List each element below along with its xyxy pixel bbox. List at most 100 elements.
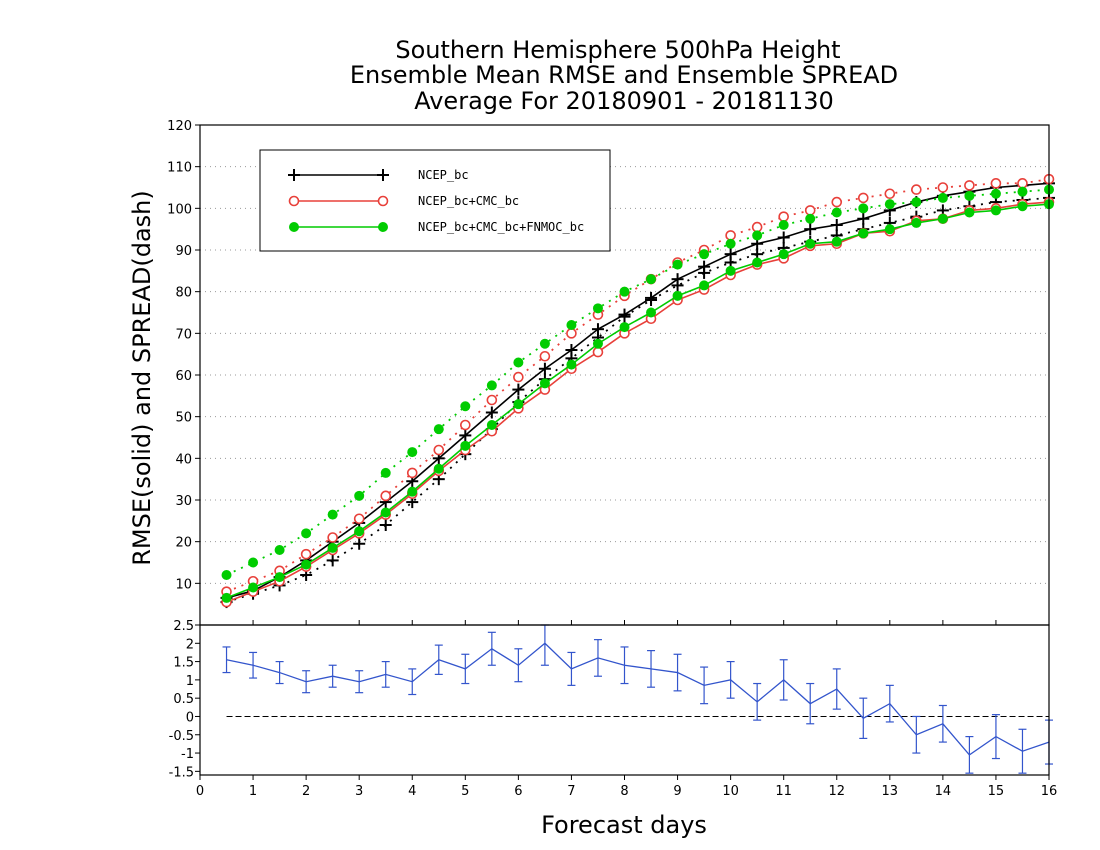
dot-marker xyxy=(699,249,710,260)
plus-marker xyxy=(288,169,300,181)
legend-label: NCEP_bc xyxy=(418,168,469,182)
error-bar xyxy=(408,668,417,696)
difference-plot-panel: -1.5-1-0.500.511.522.50 1 2 3 4 5 6 7 8 9 10 11 12 13… xyxy=(169,619,1058,799)
dot-marker xyxy=(805,238,816,249)
circle-marker xyxy=(486,394,498,406)
dot-marker xyxy=(911,197,922,208)
circle-marker xyxy=(725,230,736,241)
error-bar xyxy=(726,660,735,699)
dot-marker xyxy=(672,290,683,301)
circle-marker xyxy=(327,532,338,543)
error-bar xyxy=(991,714,1000,760)
error-bar xyxy=(328,664,337,688)
dot-marker xyxy=(539,338,550,349)
error-bar xyxy=(381,660,390,688)
error-bar xyxy=(249,651,258,679)
circle-marker xyxy=(911,184,922,195)
error-bar xyxy=(885,684,894,723)
dot-marker xyxy=(619,286,630,297)
error-bar xyxy=(832,668,841,710)
x-tick-label: 4 xyxy=(408,784,416,799)
error-bar xyxy=(1018,728,1027,774)
circle-marker xyxy=(433,444,445,456)
dot-marker xyxy=(274,572,285,583)
dot-marker xyxy=(301,528,312,539)
dot-marker xyxy=(646,307,657,318)
y-tick-label: -0.5 xyxy=(169,729,194,744)
circle-marker xyxy=(539,350,551,362)
plus-marker xyxy=(485,406,498,419)
x-tick-label: 9 xyxy=(673,784,681,799)
dot-marker xyxy=(248,582,259,593)
legend-label: NCEP_bc+CMC_bc+FNMOC_bc xyxy=(418,220,584,234)
x-tick-label: 15 xyxy=(988,784,1005,799)
x-tick-label: 2 xyxy=(302,784,310,799)
dot-marker xyxy=(380,507,391,518)
legend: NCEP_bc NCEP_bc+CMC_bc NCEP_bc+CMC_bc+FNMO… xyxy=(259,149,611,252)
x-tick-label: 8 xyxy=(620,784,628,799)
y-tick-label: 70 xyxy=(175,327,192,342)
dot-marker xyxy=(858,228,869,239)
y-tick-label: 0.5 xyxy=(173,692,194,707)
y-tick-label: 30 xyxy=(175,494,192,509)
x-tick-label: 5 xyxy=(461,784,469,799)
plus-marker xyxy=(379,519,392,531)
plus-marker xyxy=(377,169,389,181)
plus-marker xyxy=(512,383,525,396)
x-tick-label: 3 xyxy=(355,784,363,799)
plus-marker xyxy=(326,554,339,567)
dot-marker xyxy=(486,420,497,430)
circle-marker xyxy=(831,196,843,208)
error-bar xyxy=(912,715,921,754)
dot-marker xyxy=(752,257,763,268)
dot-marker xyxy=(911,217,922,228)
x-axis-label: Forecast days xyxy=(541,811,707,839)
series-6 xyxy=(221,184,1054,580)
error-bar xyxy=(593,639,602,677)
dot-marker xyxy=(672,259,683,270)
dot-marker xyxy=(964,207,975,218)
series-line xyxy=(226,197,1050,603)
dot-marker xyxy=(378,222,388,232)
x-tick-label: 10 xyxy=(722,784,739,799)
circle-marker xyxy=(513,371,524,383)
dot-marker xyxy=(646,274,657,285)
circle-marker xyxy=(460,419,471,431)
y-tick-label: 80 xyxy=(175,286,192,301)
series-2 xyxy=(220,191,1055,609)
y-tick-label: 10 xyxy=(175,577,192,592)
error-bar xyxy=(514,648,523,683)
dot-marker xyxy=(858,203,869,214)
dot-marker xyxy=(937,213,948,224)
circle-marker xyxy=(804,205,816,216)
main-plot-panel: 10 20 30 40 50 60 70 80 90 100 110 120 xyxy=(167,119,1055,626)
circle-marker xyxy=(990,178,1002,189)
error-bar xyxy=(434,644,443,675)
dot-marker xyxy=(752,230,763,241)
dot-marker xyxy=(778,249,789,260)
dot-marker xyxy=(805,213,816,224)
error-bar xyxy=(779,659,788,701)
dot-marker xyxy=(327,542,338,553)
dot-marker xyxy=(221,592,232,603)
x-tick-label: 6 xyxy=(514,784,522,799)
circle-marker xyxy=(1017,178,1028,189)
dot-marker xyxy=(592,338,603,349)
x-tick-label: 11 xyxy=(775,784,792,799)
y-tick-label: 100 xyxy=(167,202,192,217)
circle-marker xyxy=(380,490,392,502)
y-tick-label: -1.5 xyxy=(169,765,194,780)
dot-marker xyxy=(354,526,365,537)
y-tick-label: 110 xyxy=(167,161,192,176)
dot-marker xyxy=(221,570,232,580)
error-bar xyxy=(620,646,629,685)
error-bar xyxy=(700,666,709,705)
circle-marker xyxy=(377,195,389,207)
dot-marker xyxy=(289,222,299,232)
circle-marker xyxy=(884,188,896,200)
y-tick-label: 60 xyxy=(175,369,192,384)
circle-marker xyxy=(300,548,312,560)
difference-line xyxy=(226,642,1050,756)
plus-marker xyxy=(459,429,472,442)
